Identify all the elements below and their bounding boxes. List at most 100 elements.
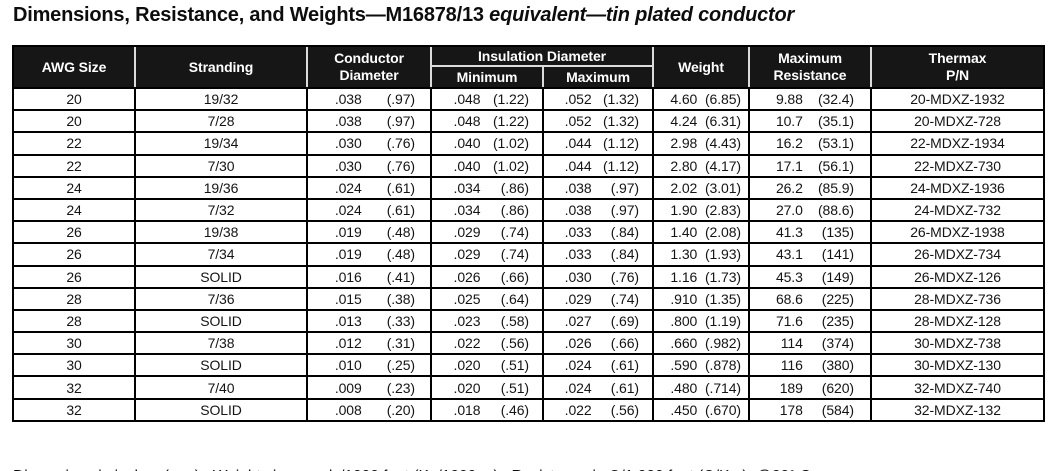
stranding-cell: 7/30 (134, 153, 306, 176)
resistance-per-km: (32.4) (818, 91, 854, 108)
conductor-diameter-inches: .015 (334, 290, 362, 307)
weight-kg: (4.43) (705, 135, 741, 152)
weight-kg: (1.35) (705, 290, 741, 307)
stranding-cell: SOLID (134, 397, 306, 420)
resistance-cell: 26.2 (85.9) (748, 175, 870, 198)
weight-cell: .480 (.714) (652, 375, 748, 398)
resistance-per-feet: 114 (780, 335, 803, 352)
insulation-minimum-cell: .023 (.58) (430, 308, 542, 332)
conductor-diameter-mm: (.31) (386, 335, 415, 352)
insulation-maximum-inches: .024 (564, 379, 592, 396)
insulation-minimum-inches: .020 (453, 379, 481, 396)
conductor-diameter-inches: .012 (334, 335, 362, 352)
resistance-cell: 10.7 (35.1) (748, 109, 870, 132)
resistance-per-km: (225) (821, 290, 854, 307)
page-title-italic: equivalent—tin plated conductor (489, 4, 795, 26)
conductor-diameter-cell: .013 (.33) (306, 308, 430, 332)
conductor-diameter-inches: .009 (334, 379, 362, 396)
awg-size-cell: 28 (14, 286, 134, 309)
weight-kg: (.878) (705, 357, 741, 374)
insulation-maximum-cell: .052 (1.32) (542, 109, 652, 132)
conductor-diameter-cell: .019 (.48) (306, 242, 430, 265)
thermax-pn-cell: 20-MDXZ-1932 (870, 87, 1043, 110)
insulation-maximum-cell: .024 (.61) (542, 375, 652, 398)
weight-pounds: 2.98 (670, 135, 698, 152)
conductor-diameter-inches: .013 (334, 312, 362, 329)
stranding-cell: 7/28 (134, 109, 306, 132)
resistance-per-feet: 178 (779, 401, 803, 418)
insulation-maximum-inches: .044 (564, 135, 592, 152)
thermax-pn-cell: 32-MDXZ-740 (870, 375, 1043, 398)
thermax-pn-cell: 30-MDXZ-738 (870, 331, 1043, 354)
resistance-per-km: (85.9) (818, 179, 854, 196)
awg-size-cell: 20 (14, 87, 134, 109)
insulation-maximum-cell: .044 (1.12) (542, 131, 652, 154)
header-insulation-minimum: Minimum (430, 67, 542, 87)
resistance-cell: 68.6 (225) (748, 286, 870, 309)
resistance-per-feet: 116 (780, 357, 803, 374)
insulation-minimum-cell: .040 (1.02) (430, 131, 542, 154)
insulation-minimum-mm: (1.22) (493, 113, 529, 130)
insulation-minimum-cell: .018 (.46) (430, 397, 542, 420)
resistance-cell: 189 (620) (748, 375, 870, 398)
insulation-maximum-inches: .022 (564, 401, 592, 418)
weight-pounds: 1.90 (670, 202, 698, 219)
resistance-cell: 9.88 (32.4) (748, 87, 870, 110)
spec-table: AWG Size Stranding Conductor Diameter In… (12, 45, 1045, 422)
awg-size-cell: 24 (14, 175, 134, 198)
insulation-minimum-cell: .020 (.51) (430, 353, 542, 376)
awg-size-cell: 30 (14, 331, 134, 353)
weight-pounds: 1.30 (670, 246, 698, 263)
awg-size-cell: 26 (14, 264, 134, 287)
insulation-minimum-mm: (.74) (500, 224, 529, 241)
stranding-cell: SOLID (134, 308, 306, 332)
thermax-pn-cell: 28-MDXZ-128 (870, 308, 1043, 332)
resistance-cell: 17.1 (56.1) (748, 153, 870, 176)
insulation-maximum-mm: (.66) (610, 335, 639, 352)
header-stranding: Stranding (134, 47, 306, 87)
insulation-maximum-mm: (.69) (610, 312, 639, 329)
resistance-per-feet: 16.2 (775, 135, 803, 152)
conductor-diameter-mm: (.20) (386, 401, 415, 418)
insulation-minimum-inches: .029 (453, 224, 481, 241)
insulation-maximum-cell: .027 (.69) (542, 308, 652, 332)
weight-pounds: 4.60 (670, 91, 698, 108)
insulation-minimum-cell: .040 (1.02) (430, 153, 542, 176)
conductor-diameter-cell: .030 (.76) (306, 131, 430, 154)
resistance-per-feet: 27.0 (775, 202, 803, 219)
resistance-cell: 71.6 (235) (748, 308, 870, 332)
conductor-diameter-inches: .030 (334, 135, 362, 152)
insulation-minimum-mm: (1.22) (493, 91, 529, 108)
conductor-diameter-mm: (.97) (386, 91, 415, 108)
insulation-maximum-mm: (.84) (610, 224, 639, 241)
insulation-minimum-mm: (.86) (500, 179, 529, 196)
resistance-per-feet: 71.6 (775, 312, 803, 329)
insulation-minimum-cell: .034 (.86) (430, 175, 542, 198)
stranding-cell: 19/36 (134, 175, 306, 198)
resistance-cell: 43.1 (141) (748, 242, 870, 265)
conductor-diameter-mm: (.38) (386, 290, 415, 307)
conductor-diameter-cell: .024 (.61) (306, 175, 430, 198)
stranding-cell: 7/32 (134, 197, 306, 221)
insulation-maximum-cell: .030 (.76) (542, 264, 652, 287)
resistance-per-km: (88.6) (818, 202, 854, 219)
insulation-maximum-mm: (.61) (610, 379, 639, 396)
stranding-cell: 7/34 (134, 242, 306, 265)
insulation-minimum-inches: .025 (453, 290, 481, 307)
insulation-minimum-mm: (.51) (500, 379, 529, 396)
awg-size-cell: 32 (14, 397, 134, 420)
insulation-minimum-inches: .018 (453, 401, 481, 418)
header-thermax-pn: Thermax P/N (870, 47, 1043, 87)
header-insulation-diameter: Insulation Diameter (430, 47, 652, 67)
insulation-minimum-inches: .022 (453, 335, 481, 352)
insulation-minimum-mm: (.66) (500, 268, 529, 285)
conductor-diameter-inches: .019 (334, 224, 362, 241)
conductor-diameter-cell: .008 (.20) (306, 397, 430, 420)
conductor-diameter-inches: .038 (334, 113, 362, 130)
conductor-diameter-cell: .038 (.97) (306, 109, 430, 132)
weight-cell: 2.02 (3.01) (652, 175, 748, 198)
resistance-per-km: (149) (821, 268, 854, 285)
weight-cell: .660 (.982) (652, 331, 748, 354)
resistance-per-feet: 45.3 (775, 268, 803, 285)
weight-cell: .450 (.670) (652, 397, 748, 420)
